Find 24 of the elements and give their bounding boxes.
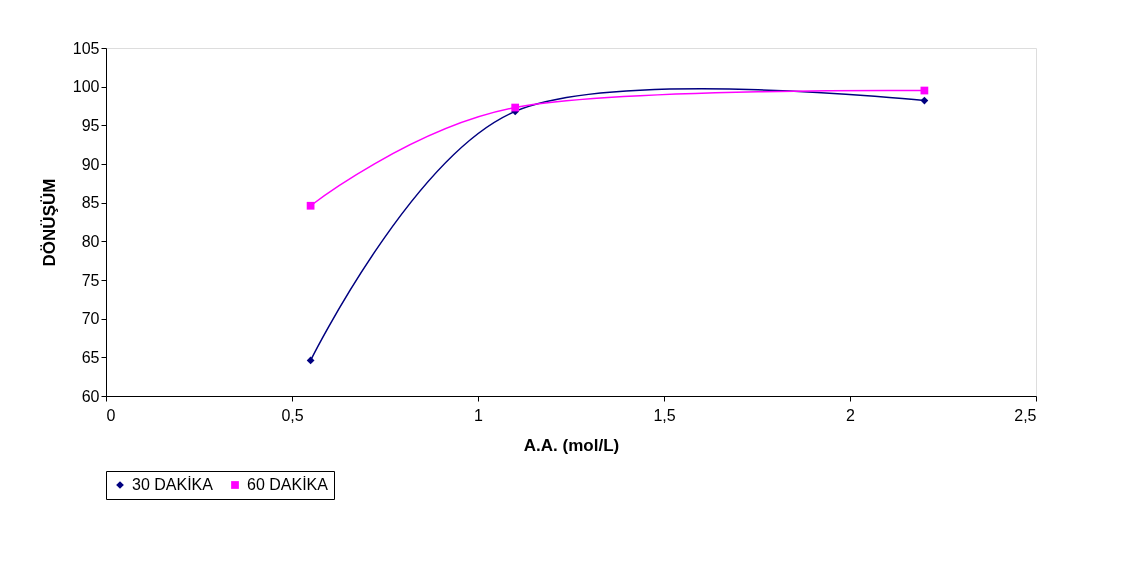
x-tick-label: 2 [846, 406, 856, 424]
y-tick-label: 95 [81, 116, 100, 134]
x-tick-label: 1 [474, 406, 484, 424]
point [306, 356, 315, 365]
point [920, 96, 929, 105]
x-tick-label: 2,5 [1014, 406, 1037, 424]
y-tick-label: 70 [81, 310, 100, 328]
x-tick-label: 0 [106, 406, 116, 424]
point [511, 103, 520, 112]
x-axis-title: A.A. (mol/L) [523, 435, 620, 455]
legend-label: 30 DAKİKA [132, 475, 214, 493]
point [306, 201, 315, 210]
y-axis-title: DÖNÜŞÜM [39, 178, 59, 267]
y-tick-label: 105 [72, 39, 100, 57]
y-tick-label: 100 [72, 78, 100, 96]
y-tick-label: 65 [81, 348, 100, 366]
y-tick-label: 80 [81, 232, 100, 250]
x-tick-label: 0,5 [281, 406, 304, 424]
x-tick-label: 1,5 [653, 406, 676, 424]
y-tick-label: 75 [81, 271, 100, 289]
y-tick-label: 85 [81, 194, 100, 212]
y-tick-label: 90 [81, 155, 100, 173]
y-tick-label: 60 [81, 387, 100, 405]
legend-label: 60 DAKİKA [247, 475, 329, 493]
